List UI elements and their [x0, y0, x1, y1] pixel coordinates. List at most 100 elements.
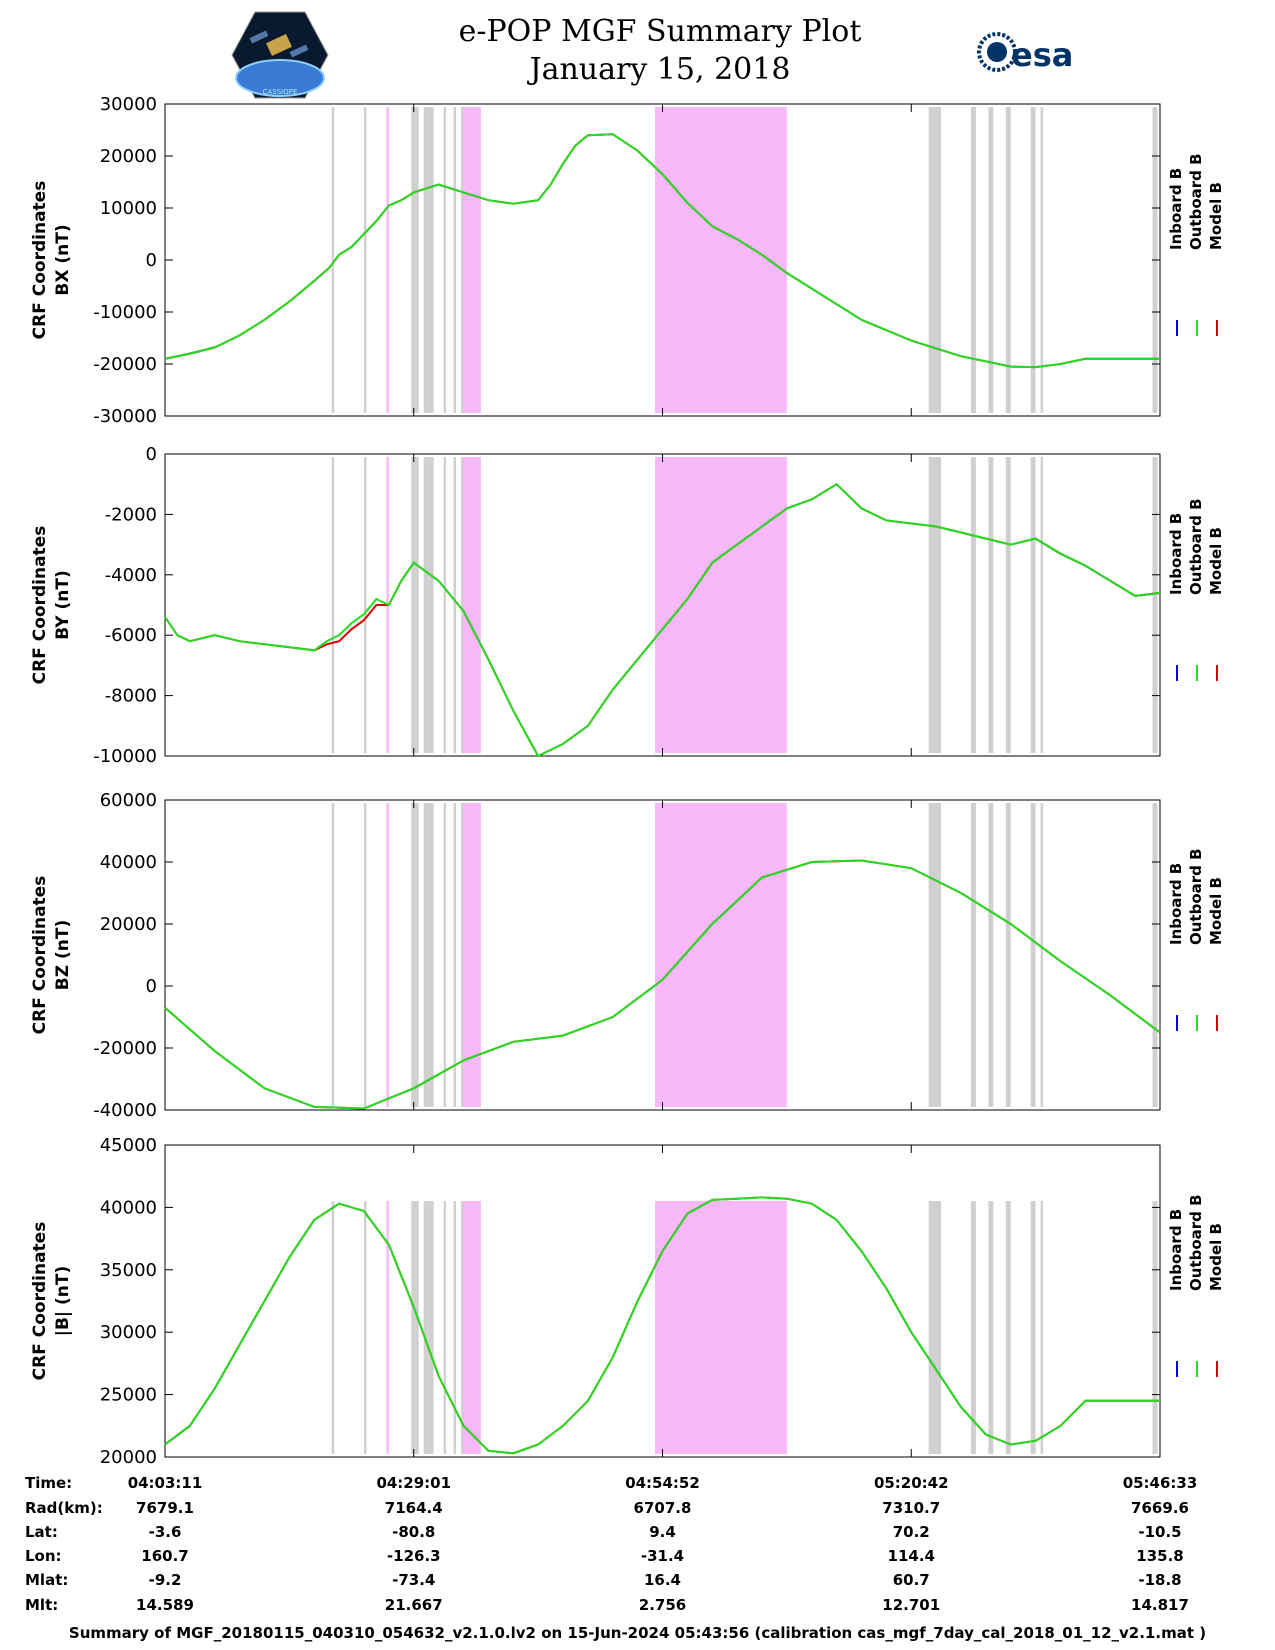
y-tick-label: 10000: [100, 198, 157, 219]
y-tick-label: -8000: [105, 686, 157, 707]
gray-band: [453, 803, 457, 1107]
gray-band: [364, 457, 367, 753]
gray-band: [428, 803, 434, 1107]
y-tick-label: 35000: [100, 1260, 157, 1281]
gray-band: [1040, 107, 1044, 413]
y-tick-label: 30000: [100, 94, 157, 115]
y-tick-label: -4000: [105, 565, 157, 586]
gray-band: [453, 457, 457, 753]
legend-label: Model B: [1207, 1223, 1225, 1291]
gray-band: [428, 1201, 434, 1454]
ephemeris-value: 2.756: [638, 1596, 687, 1614]
y-tick-label: -20000: [93, 354, 157, 375]
gray-band: [443, 803, 447, 1107]
y-axis-label: CRF Coordinates: [30, 526, 50, 685]
ephemeris-value: 21.667: [384, 1596, 443, 1614]
ephemeris-row-label: Mlt:: [25, 1596, 59, 1614]
y-tick-label: 0: [146, 250, 157, 271]
y-axis-label: BY (nT): [53, 570, 73, 640]
gray-band: [453, 107, 457, 413]
ephemeris-value: 04:54:52: [625, 1474, 700, 1492]
ephemeris-value: -9.2: [148, 1571, 182, 1589]
series-outboard-b: [164, 482, 1161, 758]
gray-band: [928, 803, 942, 1107]
gray-band: [364, 107, 367, 413]
ephemeris-value: 7310.7: [882, 1499, 941, 1517]
pink-band: [386, 1201, 389, 1454]
gray-band: [411, 803, 419, 1107]
gray-band: [461, 1201, 464, 1454]
gray-band: [988, 107, 994, 413]
gray-band: [1005, 1201, 1011, 1454]
y-tick-label: 30000: [100, 1322, 157, 1343]
gray-band: [1152, 457, 1158, 753]
ephemeris-value: 14.817: [1131, 1596, 1189, 1614]
y-tick-label: 0: [146, 444, 157, 465]
plot-title: e-POP MGF Summary Plot: [458, 14, 862, 49]
ephemeris-value: -3.6: [148, 1523, 182, 1541]
y-tick-label: -2000: [105, 504, 157, 525]
ephemeris-value: 7164.4: [384, 1499, 443, 1517]
legend-label: Model B: [1207, 182, 1225, 250]
gray-band: [461, 107, 464, 413]
ephemeris-value: -73.4: [392, 1571, 436, 1589]
pink-band: [463, 803, 481, 1107]
gray-band: [970, 457, 976, 753]
legend-label: Inboard B: [1167, 168, 1185, 250]
legend-label: Inboard B: [1167, 513, 1185, 595]
pink-band: [386, 803, 389, 1107]
gray-band: [443, 1201, 447, 1454]
gray-band: [988, 457, 994, 753]
ephemeris-value: 7679.1: [136, 1499, 194, 1517]
y-tick-label: 20000: [100, 914, 157, 935]
pink-band: [463, 107, 481, 413]
gray-band: [1005, 457, 1011, 753]
gray-band: [1152, 1201, 1158, 1454]
ephemeris-value: 70.2: [892, 1523, 930, 1541]
y-tick-label: 20000: [100, 1447, 157, 1468]
ephemeris-value: -10.5: [1138, 1523, 1182, 1541]
y-axis-label: CRF Coordinates: [30, 876, 50, 1035]
gray-band: [443, 457, 447, 753]
ephemeris-value: 12.701: [882, 1596, 941, 1614]
y-tick-label: 40000: [100, 1197, 157, 1218]
gray-band: [423, 1201, 429, 1454]
gray-band: [1030, 1201, 1036, 1454]
gray-band: [423, 107, 429, 413]
series-inboard-b: [1035, 537, 1161, 597]
ephemeris-row-label: Lat:: [25, 1523, 58, 1541]
pink-band: [386, 107, 389, 413]
gray-band: [970, 803, 976, 1107]
ephemeris-row-label: Rad(km):: [25, 1499, 103, 1517]
gray-band: [1040, 1201, 1044, 1454]
gray-band: [988, 803, 994, 1107]
gray-band: [411, 1201, 419, 1454]
gray-band: [1005, 803, 1011, 1107]
legend-label: Inboard B: [1167, 1209, 1185, 1291]
cassiope-logo: CASSIOPE: [231, 11, 329, 99]
gray-band: [970, 107, 976, 413]
plot-date: January 15, 2018: [529, 52, 791, 87]
gray-band: [1030, 457, 1036, 753]
series-outboard-b: [164, 859, 1161, 1110]
gray-band: [428, 107, 434, 413]
ephemeris-row-label: Mlat:: [25, 1571, 69, 1589]
legend-label: Model B: [1207, 527, 1225, 595]
gray-band: [331, 1201, 335, 1454]
ephemeris-value: 160.7: [141, 1547, 189, 1565]
ephemeris-value: 04:03:11: [127, 1474, 203, 1492]
y-axis-label: |B| (nT): [53, 1266, 73, 1337]
gray-band: [928, 1201, 942, 1454]
legend-label: Inboard B: [1167, 863, 1185, 945]
y-tick-label: -20000: [93, 1038, 157, 1059]
esa-logo: esa: [977, 32, 1073, 74]
gray-band: [411, 107, 419, 413]
pink-band: [655, 107, 787, 413]
gray-band: [411, 457, 419, 753]
pink-band: [463, 1201, 481, 1454]
gray-band: [970, 1201, 976, 1454]
series-outboard-b: [164, 133, 1160, 369]
y-tick-label: -10000: [93, 302, 157, 323]
y-tick-label: 45000: [100, 1135, 157, 1156]
